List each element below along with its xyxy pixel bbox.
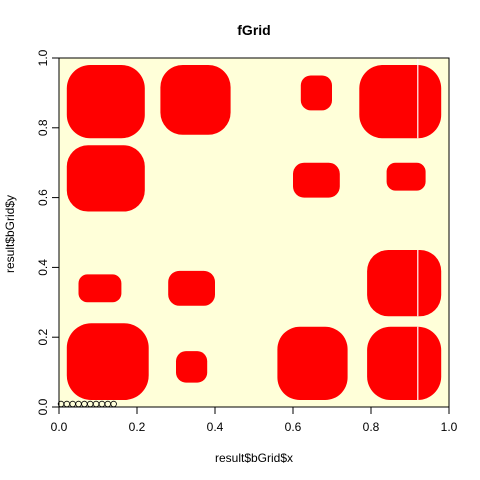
region-7 [66, 145, 145, 212]
x-axis: 0.0 0.2 0.4 0.6 0.8 1.0 [51, 406, 458, 434]
y-tick-label-2: 0.4 [36, 259, 50, 276]
region-6 [367, 249, 442, 317]
chart-title: fGrid [237, 22, 270, 38]
x-tick-label-0: 0.0 [51, 420, 68, 434]
region-5 [168, 270, 215, 306]
region-0 [66, 323, 149, 401]
plot-area [57, 57, 450, 408]
regions-layer [66, 64, 442, 401]
region-9 [386, 162, 426, 191]
region-1 [176, 351, 208, 383]
x-axis-label: result$bGrid$x [215, 451, 293, 465]
region-13 [359, 64, 442, 139]
y-tick-label-1: 0.2 [36, 329, 50, 346]
x-tick-label-1: 0.2 [129, 420, 146, 434]
x-tick-label-2: 0.4 [207, 420, 224, 434]
y-tick-label-0: 0.0 [36, 398, 50, 415]
y-axis-label: result$bGrid$y [3, 195, 17, 273]
region-2 [277, 326, 348, 401]
region-8 [293, 162, 340, 198]
region-4 [78, 274, 122, 303]
region-10 [66, 64, 145, 139]
y-axis: 0.0 0.2 0.4 0.6 0.8 1.0 [36, 49, 60, 415]
y-tick-label-4: 0.8 [36, 119, 50, 136]
region-3 [367, 326, 442, 401]
region-11 [160, 64, 231, 135]
x-tick-label-4: 0.8 [363, 420, 380, 434]
y-tick-label-3: 0.6 [36, 189, 50, 206]
x-tick-label-3: 0.6 [285, 420, 302, 434]
y-tick-label-5: 1.0 [36, 49, 50, 66]
x-tick-label-5: 1.0 [441, 420, 458, 434]
region-12 [300, 75, 332, 111]
